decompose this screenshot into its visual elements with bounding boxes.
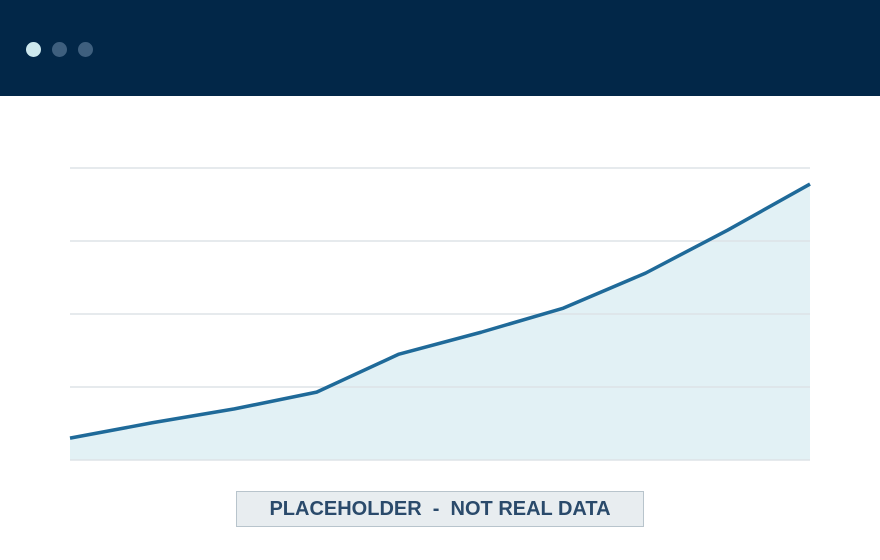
line [69, 182, 811, 440]
placeholder-label: PLACEHOLDER - NOT REAL DATA [236, 491, 644, 527]
window-dot[interactable] [52, 42, 67, 57]
window-dot[interactable] [26, 42, 41, 57]
header-bar [0, 0, 880, 96]
chart [69, 167, 811, 461]
area-fill [70, 184, 810, 460]
window-dot[interactable] [78, 42, 93, 57]
